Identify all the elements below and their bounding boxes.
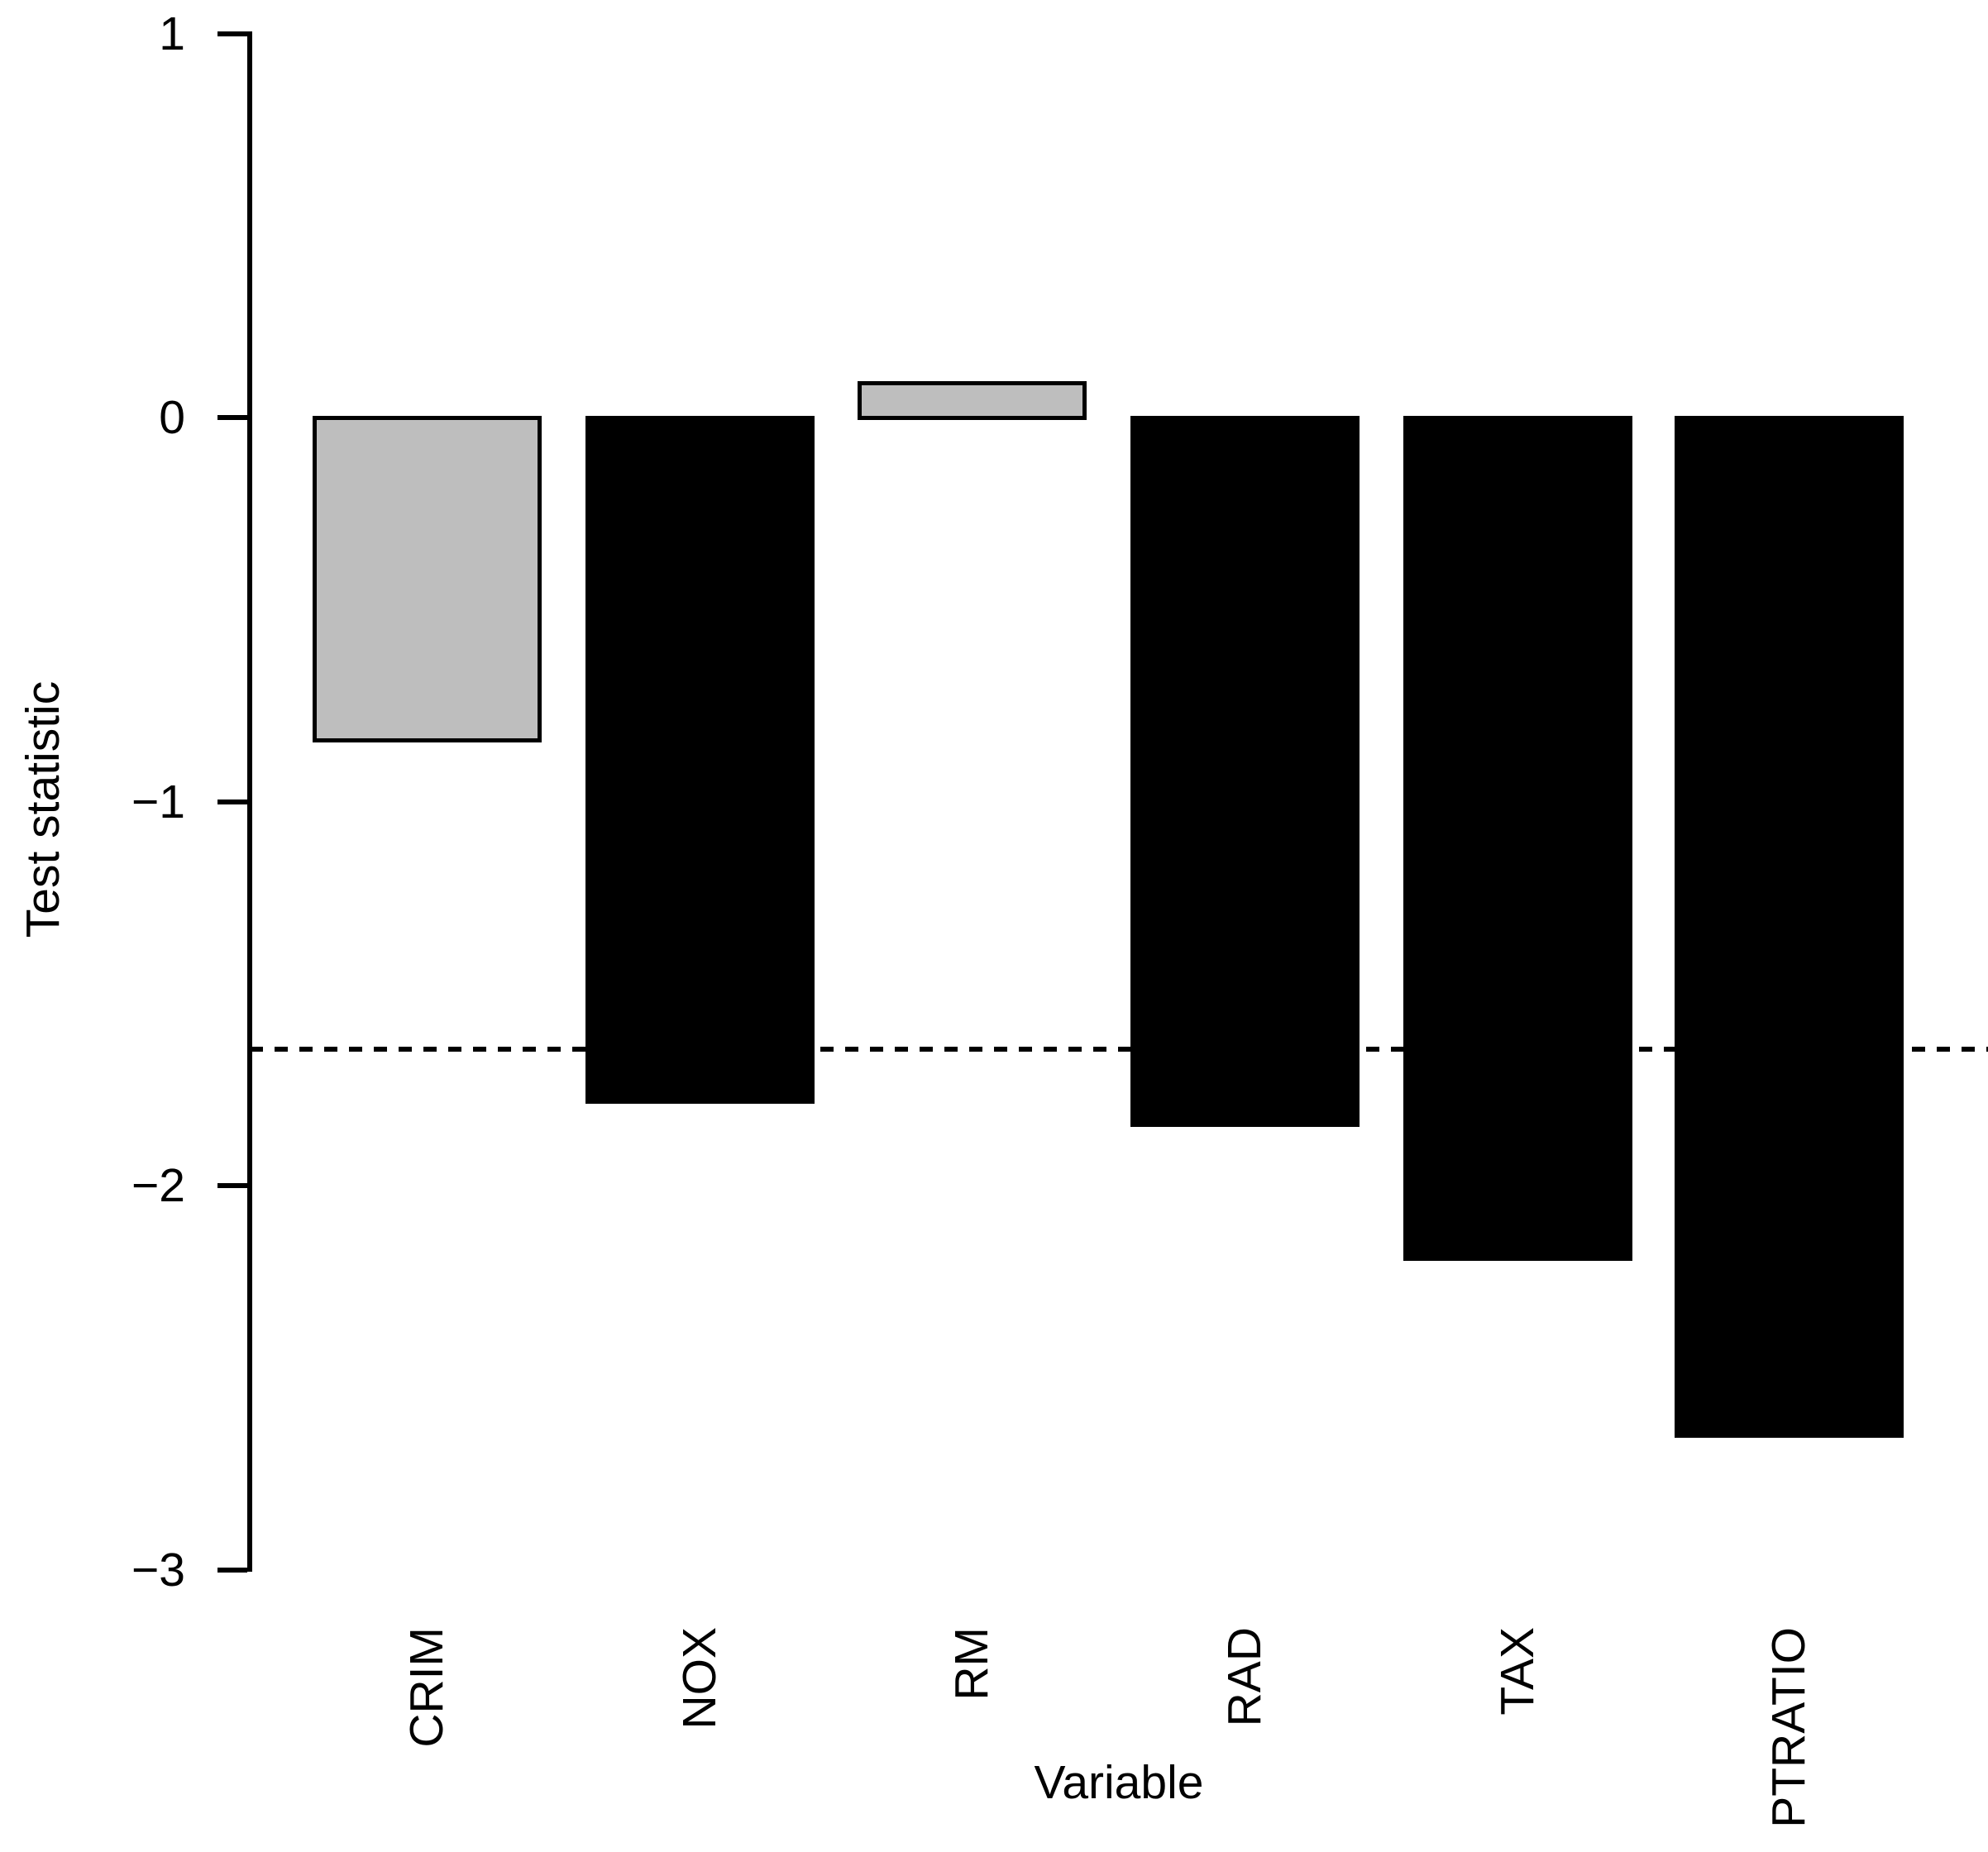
x-label-tax: TAX bbox=[1491, 1627, 1544, 1716]
y-tick-label-1: 1 bbox=[159, 7, 185, 60]
y-tick-−3 bbox=[217, 1567, 247, 1573]
y-tick-label-−3: −3 bbox=[131, 1543, 185, 1597]
bar-tax bbox=[1403, 416, 1632, 1262]
y-axis-line bbox=[247, 31, 252, 1572]
y-tick-1 bbox=[217, 31, 247, 36]
x-axis-title: Variable bbox=[1034, 1756, 1204, 1809]
x-label-rm: RM bbox=[945, 1627, 998, 1701]
y-tick-−1 bbox=[217, 799, 247, 804]
x-label-ptratio: PTRATIO bbox=[1762, 1627, 1815, 1828]
y-tick-label-0: 0 bbox=[159, 391, 185, 444]
y-axis-title: Test statistic bbox=[17, 680, 69, 938]
y-tick-0 bbox=[217, 415, 247, 420]
bar-ptratio bbox=[1675, 416, 1904, 1438]
x-label-nox: NOX bbox=[673, 1627, 726, 1730]
bar-crim bbox=[313, 416, 542, 743]
x-label-crim: CRIM bbox=[400, 1627, 453, 1748]
x-label-rad: RAD bbox=[1218, 1627, 1271, 1727]
bar-rm bbox=[858, 381, 1087, 420]
critical-value-dashed-line bbox=[250, 1047, 1988, 1052]
bar-rad bbox=[1130, 416, 1360, 1127]
bar-nox bbox=[585, 416, 815, 1104]
y-tick-label-−1: −1 bbox=[131, 775, 185, 828]
y-tick-label-−2: −2 bbox=[131, 1159, 185, 1212]
y-tick-−2 bbox=[217, 1183, 247, 1188]
